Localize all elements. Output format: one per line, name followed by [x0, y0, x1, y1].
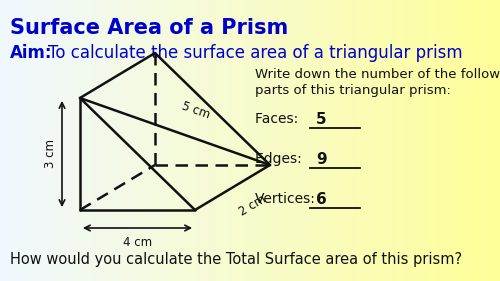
Text: parts of this triangular prism:: parts of this triangular prism: — [255, 84, 451, 97]
Text: How would you calculate the Total Surface area of this prism?: How would you calculate the Total Surfac… — [10, 252, 462, 267]
Text: To calculate the surface area of a triangular prism: To calculate the surface area of a trian… — [48, 44, 463, 62]
Text: 5 cm: 5 cm — [180, 99, 212, 121]
Text: 9: 9 — [316, 152, 326, 167]
Text: Edges:: Edges: — [255, 152, 306, 166]
Text: Faces:: Faces: — [255, 112, 302, 126]
Text: Surface Area of a Prism: Surface Area of a Prism — [10, 18, 288, 38]
Text: Write down the number of the following: Write down the number of the following — [255, 68, 500, 81]
Text: 5: 5 — [316, 112, 326, 127]
Text: Vertices:: Vertices: — [255, 192, 320, 206]
Text: 2 cm: 2 cm — [236, 192, 268, 219]
Text: Aim:: Aim: — [10, 44, 52, 62]
Text: 4 cm: 4 cm — [123, 236, 152, 249]
Text: 6: 6 — [316, 192, 327, 207]
Text: 3 cm: 3 cm — [44, 139, 57, 169]
